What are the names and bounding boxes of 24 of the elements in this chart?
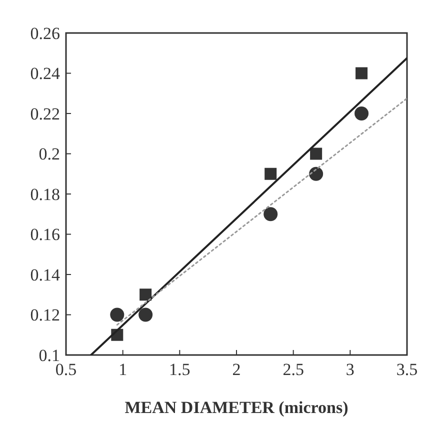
y-tick-label: 0.22 xyxy=(30,104,60,124)
point xyxy=(138,308,153,322)
x-tick-label: 3.5 xyxy=(396,360,418,379)
point xyxy=(264,207,278,222)
y-tick-label: 0.14 xyxy=(30,265,60,284)
y-tick-label: 0.12 xyxy=(30,306,60,325)
y-tick-label: 0.18 xyxy=(30,184,60,204)
x-tick-label: 2 xyxy=(232,360,241,379)
point xyxy=(264,168,277,180)
y-tick-label: 0.2 xyxy=(38,144,60,164)
y-tick-label: 0.24 xyxy=(30,64,60,84)
point xyxy=(354,106,369,120)
point xyxy=(310,148,322,160)
x-axis-title: MEAN DIAMETER (microns) xyxy=(124,398,348,417)
x-tick-label: 3 xyxy=(346,360,354,379)
y-tick-label: 0.16 xyxy=(30,225,60,244)
y-tick-label: 0.26 xyxy=(30,24,60,43)
point xyxy=(356,67,368,80)
point xyxy=(309,166,324,181)
x-tick-label: 1 xyxy=(118,360,128,379)
x-tick-label: 1.5 xyxy=(169,360,190,379)
point xyxy=(140,288,152,301)
point xyxy=(110,308,124,322)
x-tick-label: 2.5 xyxy=(282,360,304,379)
